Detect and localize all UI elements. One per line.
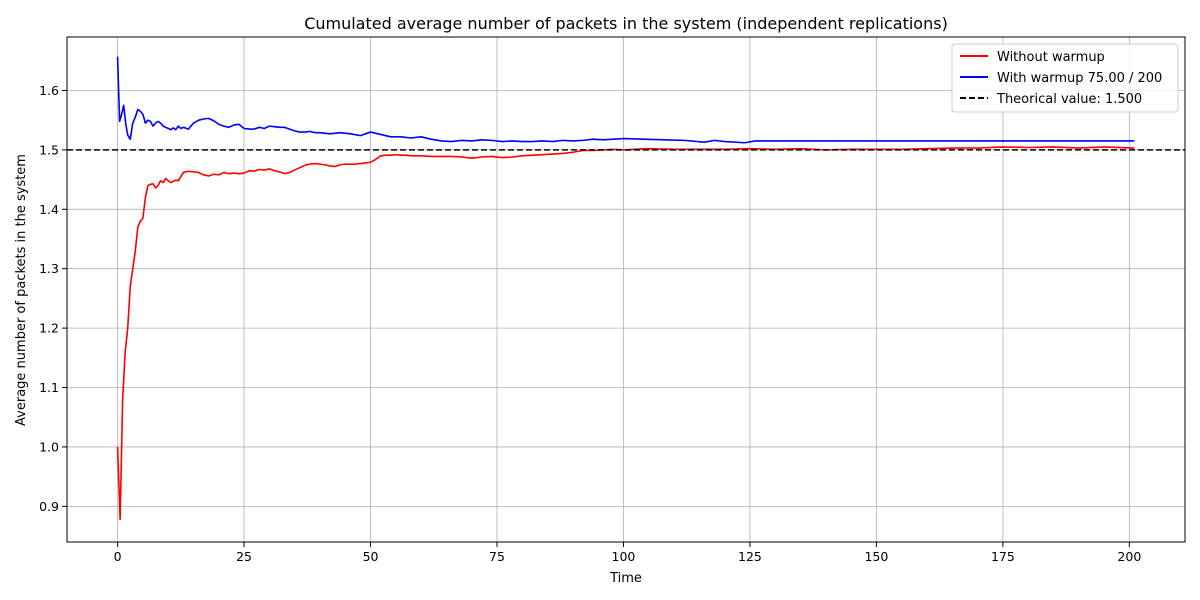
legend: Without warmup With warmup 75.00 / 200 T… [951,43,1179,113]
y-tick-label: 1.6 [39,83,59,98]
y-tick-label: 1.3 [39,261,59,276]
y-tick-label: 0.9 [39,499,59,514]
x-tick-label: 200 [1117,549,1141,564]
legend-label-without-warmup: Without warmup [997,50,1105,65]
y-tick-label: 1.4 [39,202,59,217]
x-tick-label: 100 [612,549,636,564]
y-axis-label: Average number of packets in the system [14,154,29,426]
y-tick-label: 1.2 [39,321,59,336]
series-line-without-warmup [116,146,1135,521]
x-tick-label: 0 [114,549,122,564]
legend-label-with-warmup: With warmup 75.00 / 200 [997,71,1162,86]
axis-ticks: 0 25 50 75 100 125 150 175 200 0.9 1.0 1.1 1.2 1.3 1.4… [39,83,1141,564]
x-tick-label: 75 [489,549,505,564]
grid-lines [67,37,1185,542]
x-tick-label: 175 [991,549,1015,564]
chart-title: Cumulated average number of packets in t… [304,14,948,33]
series-lines [67,56,1185,521]
x-tick-label: 25 [236,549,252,564]
x-tick-label: 125 [738,549,762,564]
x-tick-label: 50 [363,549,379,564]
series-line-with-warmup-75-00-200 [116,56,1135,144]
x-axis-label: Time [609,571,642,586]
y-tick-label: 1.0 [39,439,59,454]
y-tick-label: 1.1 [39,380,59,395]
legend-box [951,43,1179,113]
x-tick-label: 150 [864,549,888,564]
y-tick-label: 1.5 [39,142,59,157]
plot-frame [66,36,1186,543]
legend-label-theoretical: Theorical value: 1.500 [996,92,1142,107]
